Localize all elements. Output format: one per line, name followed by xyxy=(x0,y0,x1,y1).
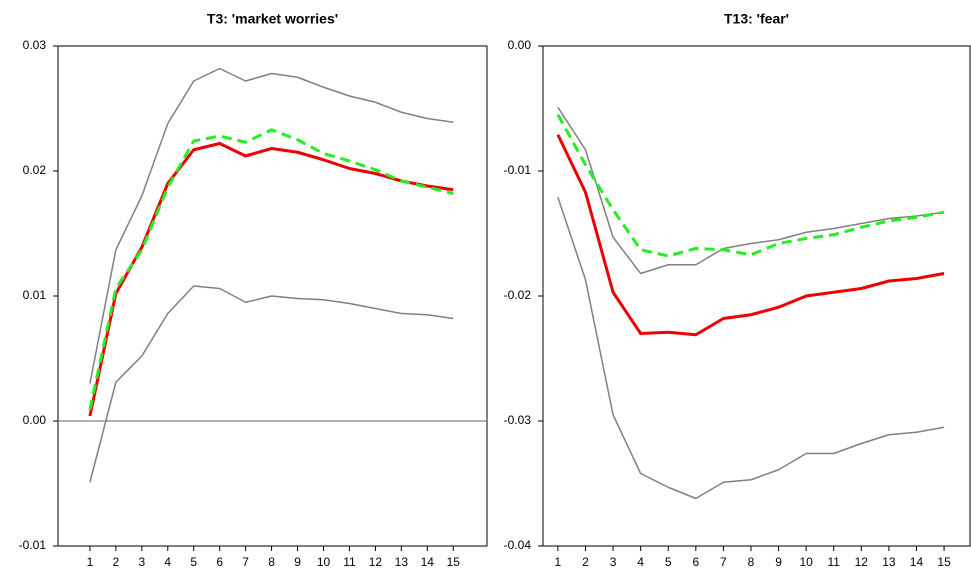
chart-title: T13: 'fear' xyxy=(724,11,789,27)
x-tick-label: 3 xyxy=(138,555,145,569)
x-tick-label: 10 xyxy=(799,555,813,569)
series-line xyxy=(557,106,945,275)
series-line xyxy=(88,142,454,417)
x-tick-label: 9 xyxy=(775,555,782,569)
x-tick-label: 8 xyxy=(268,555,275,569)
x-tick-label: 5 xyxy=(665,555,672,569)
y-tick-label: -0.03 xyxy=(504,413,532,427)
x-tick-label: 11 xyxy=(828,555,841,569)
x-tick-label: 15 xyxy=(447,555,461,569)
x-tick-label: 7 xyxy=(720,555,727,569)
x-tick-label: 15 xyxy=(937,555,951,569)
series-line xyxy=(89,67,454,384)
x-tick-label: 14 xyxy=(910,555,924,569)
y-tick-label: -0.02 xyxy=(504,288,532,302)
y-tick-label: 0.01 xyxy=(23,288,47,302)
series-line xyxy=(88,128,454,411)
x-tick-label: 13 xyxy=(395,555,409,569)
y-tick-label: 0.03 xyxy=(23,38,47,52)
x-tick-label: 6 xyxy=(216,555,223,569)
series-line xyxy=(556,134,945,337)
x-tick-label: 3 xyxy=(610,555,617,569)
x-tick-label: 7 xyxy=(242,555,249,569)
x-tick-label: 11 xyxy=(343,555,356,569)
series-line xyxy=(89,285,454,483)
y-tick-label: 0.02 xyxy=(23,163,47,177)
plot-frame xyxy=(542,45,971,547)
x-tick-label: 12 xyxy=(855,555,869,569)
x-tick-label: 5 xyxy=(190,555,197,569)
x-tick-label: 4 xyxy=(637,555,644,569)
x-tick-label: 2 xyxy=(113,555,120,569)
y-tick-label: -0.01 xyxy=(504,163,532,177)
x-tick-label: 12 xyxy=(369,555,383,569)
x-tick-label: 2 xyxy=(582,555,589,569)
y-tick-label: -0.04 xyxy=(504,538,532,552)
series-line xyxy=(557,197,945,500)
x-tick-label: 8 xyxy=(748,555,755,569)
x-tick-label: 6 xyxy=(692,555,699,569)
x-tick-label: 1 xyxy=(555,555,562,569)
x-tick-label: 14 xyxy=(421,555,435,569)
chart-title: T3: 'market worries' xyxy=(207,11,338,27)
x-tick-label: 10 xyxy=(317,555,331,569)
x-tick-label: 1 xyxy=(87,555,94,569)
y-tick-label: 0.00 xyxy=(508,38,532,52)
x-tick-label: 9 xyxy=(294,555,301,569)
y-tick-label: -0.01 xyxy=(19,538,47,552)
x-tick-label: 4 xyxy=(164,555,171,569)
series-line xyxy=(556,114,945,258)
x-tick-label: 13 xyxy=(882,555,896,569)
y-tick-label: 0.00 xyxy=(23,413,47,427)
